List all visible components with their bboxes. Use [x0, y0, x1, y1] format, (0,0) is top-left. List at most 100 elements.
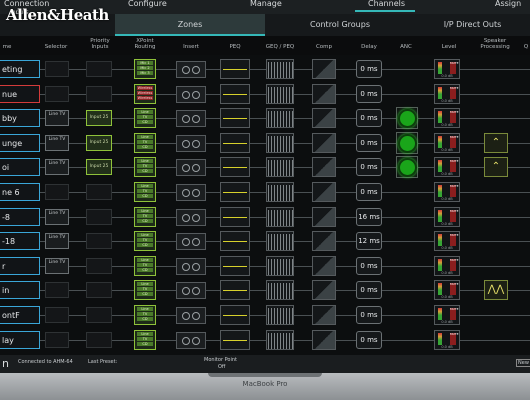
- delay-button[interactable]: 0 ms: [356, 256, 382, 275]
- anc-enabled-indicator[interactable]: [398, 133, 417, 153]
- peq-button[interactable]: [220, 329, 250, 350]
- tab-ip-direct-outs[interactable]: I/P Direct Outs: [415, 14, 530, 36]
- xpoint-routing-button[interactable]: Line TV CD: [134, 255, 156, 276]
- mute-button[interactable]: MUTE: [450, 283, 459, 296]
- comp-button[interactable]: [312, 83, 336, 104]
- zone-name-button[interactable]: oi: [0, 158, 40, 177]
- mute-button[interactable]: MUTE: [450, 308, 459, 320]
- speaker-processing-button[interactable]: ⌃: [484, 132, 508, 153]
- tab-zones[interactable]: Zones: [115, 14, 265, 36]
- delay-button[interactable]: 0 ms: [356, 306, 382, 324]
- delay-button[interactable]: 0 ms: [356, 183, 382, 201]
- insert-button[interactable]: [176, 282, 206, 300]
- selector-button[interactable]: [45, 307, 69, 323]
- level-fader-button[interactable]: MUTE 0.0 dB: [434, 305, 460, 325]
- geq-button[interactable]: [266, 83, 294, 104]
- zone-name-button[interactable]: -18: [0, 232, 40, 251]
- priority-input-button[interactable]: Input 25: [86, 159, 112, 176]
- level-fader-button[interactable]: MUTE 0.0 dB: [434, 280, 460, 301]
- zone-name-button[interactable]: -8: [0, 207, 40, 226]
- selector-button[interactable]: Line TV: [45, 159, 69, 176]
- xpoint-routing-button[interactable]: Line TV CD: [134, 280, 156, 301]
- comp-button[interactable]: [312, 108, 336, 129]
- geq-button[interactable]: [266, 182, 294, 202]
- xpoint-routing-button[interactable]: Line TV CD: [134, 231, 156, 252]
- peq-button[interactable]: [220, 83, 250, 104]
- xpoint-routing-button[interactable]: Line TV CD: [134, 305, 156, 325]
- monitor-point-label[interactable]: Monitor Point: [204, 357, 238, 363]
- comp-button[interactable]: [312, 206, 336, 227]
- comp-button[interactable]: [312, 231, 336, 252]
- level-fader-button[interactable]: MUTE 0.0 dB: [434, 157, 460, 178]
- selector-button[interactable]: Line TV: [45, 257, 69, 274]
- comp-button[interactable]: [312, 59, 336, 79]
- new-button[interactable]: New: [516, 359, 530, 367]
- priority-input-button[interactable]: [86, 307, 112, 323]
- geq-button[interactable]: [266, 206, 294, 227]
- selector-button[interactable]: Line TV: [45, 110, 69, 127]
- geq-button[interactable]: [266, 255, 294, 276]
- selector-button[interactable]: [45, 61, 69, 77]
- comp-button[interactable]: [312, 280, 336, 301]
- insert-button[interactable]: [176, 134, 206, 152]
- level-fader-button[interactable]: MUTE 0.0 dB: [434, 83, 460, 104]
- comp-button[interactable]: [312, 255, 336, 276]
- zone-name-button[interactable]: in: [0, 281, 40, 300]
- peq-button[interactable]: [220, 280, 250, 301]
- top-nav-manage[interactable]: Manage: [250, 0, 282, 8]
- selector-button[interactable]: Line TV: [45, 233, 69, 250]
- delay-button[interactable]: 0 ms: [356, 330, 382, 349]
- delay-button[interactable]: 0 ms: [356, 133, 382, 152]
- priority-input-button[interactable]: [86, 184, 112, 200]
- peq-button[interactable]: [220, 59, 250, 79]
- priority-input-button[interactable]: [86, 85, 112, 102]
- top-nav-configure[interactable]: Configure: [128, 0, 167, 8]
- level-fader-button[interactable]: MUTE 0.0 dB: [434, 231, 460, 252]
- zone-name-button[interactable]: ontF: [0, 306, 40, 324]
- priority-input-button[interactable]: [86, 257, 112, 274]
- xpoint-routing-button[interactable]: Line TV CD: [134, 206, 156, 227]
- insert-button[interactable]: [176, 61, 206, 78]
- level-fader-button[interactable]: MUTE 0.0 dB: [434, 206, 460, 227]
- mute-button[interactable]: MUTE: [450, 86, 459, 99]
- selector-button[interactable]: [45, 331, 69, 348]
- mute-button[interactable]: MUTE: [450, 332, 459, 345]
- top-nav-assign[interactable]: Assign: [495, 0, 522, 8]
- zone-name-button[interactable]: unge: [0, 133, 40, 152]
- priority-input-button[interactable]: [86, 208, 112, 225]
- delay-button[interactable]: 0 ms: [356, 60, 382, 78]
- level-fader-button[interactable]: MUTE 0.0 dB: [434, 108, 460, 129]
- xpoint-routing-button[interactable]: Line TV CD: [134, 329, 156, 350]
- priority-input-button[interactable]: Input 25: [86, 134, 112, 151]
- peq-button[interactable]: [220, 157, 250, 178]
- xpoint-routing-button[interactable]: Line TV CD: [134, 182, 156, 202]
- mute-button[interactable]: MUTE: [450, 258, 459, 271]
- insert-button[interactable]: [176, 331, 206, 349]
- comp-button[interactable]: [312, 182, 336, 202]
- xpoint-routing-button[interactable]: Line TV CD: [134, 108, 156, 129]
- priority-input-button[interactable]: Input 25: [86, 110, 112, 127]
- zone-name-button[interactable]: nue: [0, 84, 40, 103]
- mute-button[interactable]: MUTE: [450, 209, 459, 222]
- comp-button[interactable]: [312, 305, 336, 325]
- insert-button[interactable]: [176, 233, 206, 251]
- anc-enabled-indicator[interactable]: [398, 158, 417, 178]
- peq-button[interactable]: [220, 305, 250, 325]
- delay-button[interactable]: 0 ms: [356, 158, 382, 177]
- zone-name-button[interactable]: lay: [0, 330, 40, 349]
- comp-button[interactable]: [312, 329, 336, 350]
- priority-input-button[interactable]: [86, 282, 112, 299]
- geq-button[interactable]: [266, 231, 294, 252]
- peq-button[interactable]: [220, 108, 250, 129]
- tab-control-groups[interactable]: Control Groups: [265, 14, 415, 36]
- zone-name-button[interactable]: bby: [0, 109, 40, 128]
- insert-button[interactable]: [176, 208, 206, 226]
- insert-button[interactable]: [176, 159, 206, 177]
- delay-button[interactable]: 12 ms: [356, 232, 382, 251]
- peq-button[interactable]: [220, 132, 250, 153]
- level-fader-button[interactable]: MUTE 0.0 dB: [434, 59, 460, 79]
- zone-name-button[interactable]: ne 6: [0, 183, 40, 201]
- xpoint-routing-button[interactable]: Wireless Wireless Wireless: [134, 83, 156, 104]
- mute-button[interactable]: MUTE: [450, 160, 459, 173]
- priority-input-button[interactable]: [86, 233, 112, 250]
